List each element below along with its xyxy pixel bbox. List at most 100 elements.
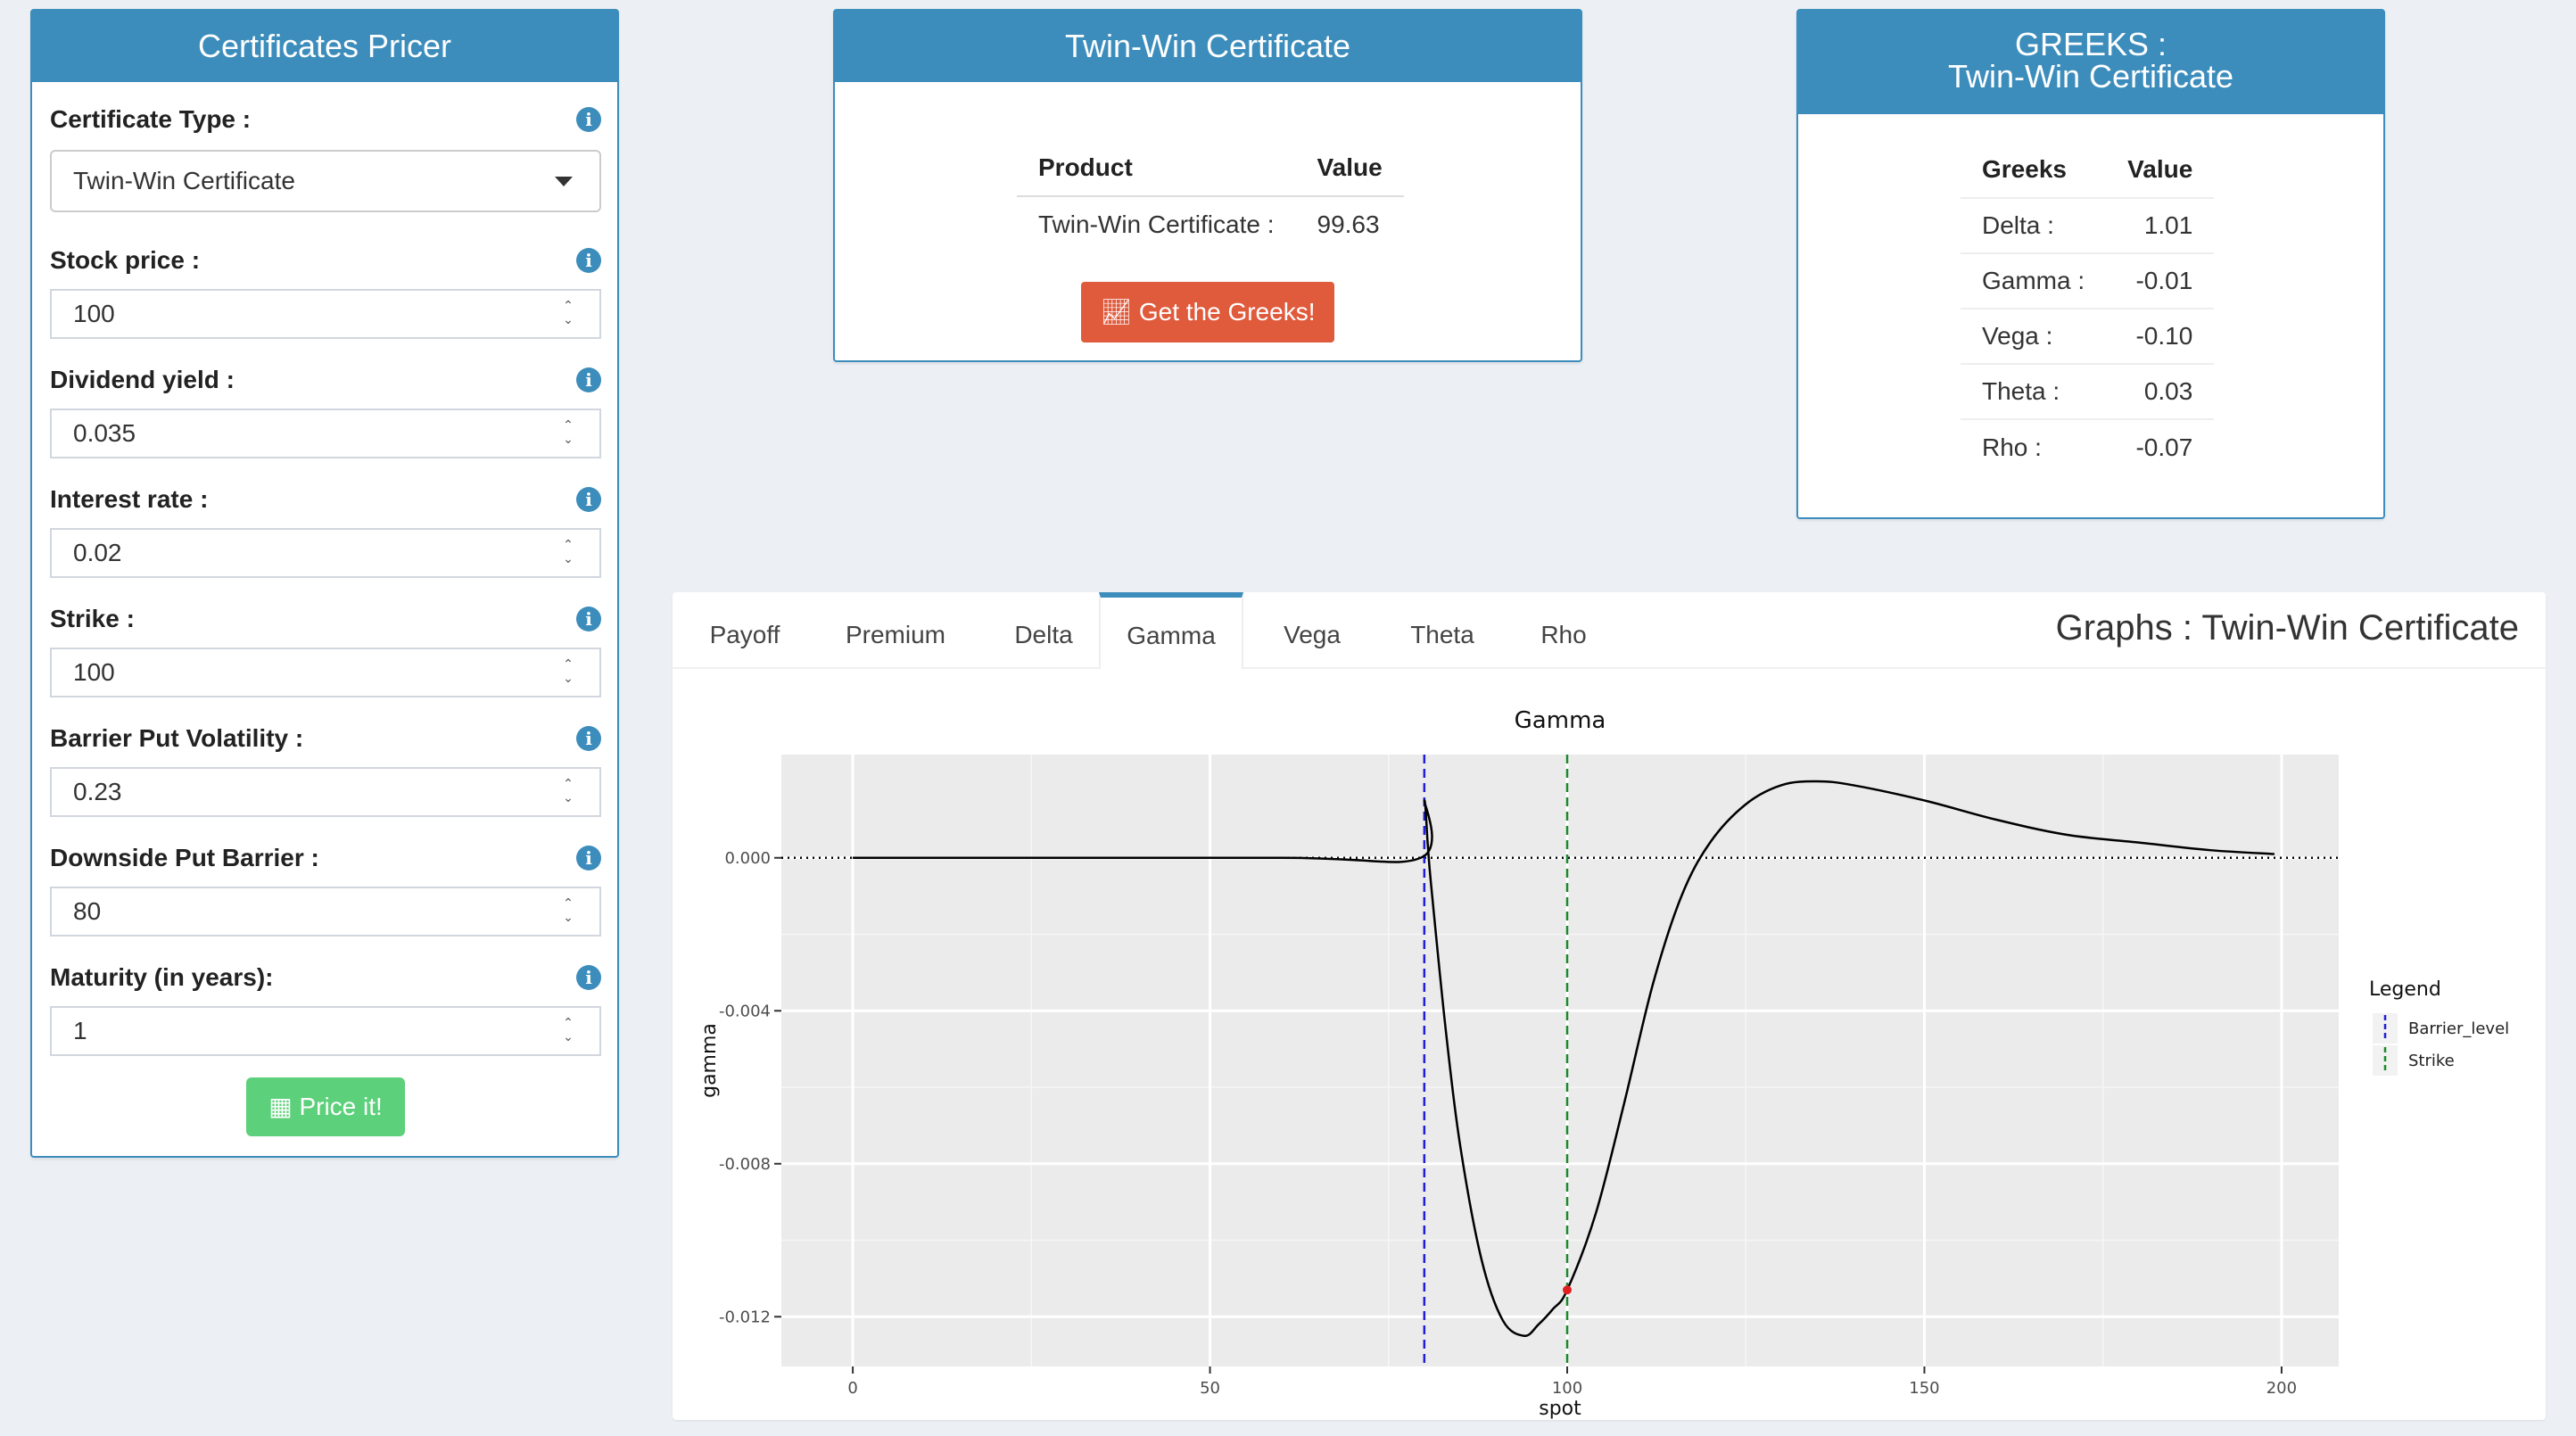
downside-put-barrier-label: Downside Put Barrier : <box>50 844 319 871</box>
calculator-icon: ▦ <box>268 1093 293 1120</box>
interest-rate-field: Interest rate : i 0.02 ⌃ ⌄ <box>50 483 601 578</box>
greek-name: Delta : <box>1961 197 2107 253</box>
info-icon[interactable]: i <box>576 726 601 751</box>
tab-theta[interactable]: Theta <box>1410 621 1474 648</box>
dividend-yield-input[interactable]: 0.035 ⌃ ⌄ <box>50 409 601 458</box>
x-tick-label: 200 <box>2266 1379 2297 1398</box>
y-tick-label: 0.000 <box>724 849 771 868</box>
y-axis-label: gamma <box>698 1023 721 1098</box>
interest-rate-value: 0.02 <box>73 539 122 566</box>
greeks-title: GREEKS : Twin-Win Certificate <box>1798 11 2383 114</box>
stock-price-field: Stock price : i 100 ⌃ ⌄ <box>50 244 601 339</box>
x-tick-label: 100 <box>1552 1379 1582 1398</box>
tab-premium[interactable]: Premium <box>845 621 945 648</box>
tab-delta[interactable]: Delta <box>1014 621 1073 648</box>
tab-rho[interactable]: Rho <box>1540 621 1587 648</box>
info-icon[interactable]: i <box>576 965 601 990</box>
product-name: Twin-Win Certificate : <box>1038 210 1275 238</box>
tab-gamma[interactable]: Gamma <box>1099 592 1243 669</box>
table-row: Gamma : -0.01 <box>1961 252 2215 309</box>
spinner-icon[interactable]: ⌃ ⌄ <box>563 298 574 326</box>
table-row: Rho : -0.07 <box>1961 418 2215 475</box>
spinner-icon[interactable]: ⌃ ⌄ <box>563 656 574 685</box>
strike-input[interactable]: 100 ⌃ ⌄ <box>50 648 601 697</box>
info-icon[interactable]: i <box>576 367 601 392</box>
barrier-put-volatility-value: 0.23 <box>73 778 122 805</box>
greek-value: -0.01 <box>2106 252 2215 309</box>
tab-payoff[interactable]: Payoff <box>709 621 780 648</box>
stock-price-label: Stock price : <box>50 246 201 274</box>
product-header: Product <box>1017 139 1296 197</box>
certificate-type-select[interactable]: Twin-Win Certificate <box>50 150 601 212</box>
greek-name: Rho : <box>1961 418 2107 475</box>
legend-entry: Barrier_level <box>2408 1019 2509 1038</box>
greek-name: Vega : <box>1961 308 2107 364</box>
barrier-put-volatility-label: Barrier Put Volatility : <box>50 724 304 752</box>
dividend-yield-label: Dividend yield : <box>50 366 235 393</box>
spinner-icon[interactable]: ⌃ ⌄ <box>563 417 574 446</box>
line-chart-icon: 📈︎ <box>1100 298 1133 326</box>
caret-down-icon <box>555 177 573 186</box>
table-row: Twin-Win Certificate : 99.63 <box>1017 196 1404 252</box>
greek-value: -0.07 <box>2106 418 2215 475</box>
greeks-title-line2: Twin-Win Certificate <box>1947 58 2234 95</box>
gamma-series-line <box>853 780 2275 1337</box>
get-greeks-label: Get the Greeks! <box>1138 298 1316 326</box>
chart-title: Gamma <box>1515 707 1606 734</box>
price-it-button[interactable]: ▦ Price it! <box>246 1077 405 1136</box>
legend-title: Legend <box>2369 978 2441 1001</box>
gamma-chart: 0 50 100 150 200 0.000 -0.004 -0.008 -0.012 Gamma… <box>698 707 2509 1420</box>
table-row: Vega : -0.10 <box>1961 308 2215 364</box>
x-tick-label: 50 <box>1200 1379 1220 1398</box>
greek-name: Gamma : <box>1961 252 2107 309</box>
downside-put-barrier-value: 80 <box>73 897 102 925</box>
greek-name: Theta : <box>1961 363 2107 419</box>
stock-price-value: 100 <box>73 300 115 327</box>
strike-value: 100 <box>73 658 115 686</box>
maturity-label: Maturity (in years): <box>50 963 274 991</box>
plot-background <box>781 755 2339 1366</box>
certificate-type-field: Certificate Type : i Twin-Win Certificat… <box>50 103 601 212</box>
current-spot-marker <box>1563 1285 1573 1295</box>
price-it-label: Price it! <box>299 1093 383 1120</box>
product-value: 99.63 <box>1317 210 1380 238</box>
greeks-panel: GREEKS : Twin-Win Certificate Greeks Val… <box>1796 9 2385 519</box>
downside-put-barrier-input[interactable]: 80 ⌃ ⌄ <box>50 887 601 937</box>
interest-rate-label: Interest rate : <box>50 485 209 513</box>
spinner-icon[interactable]: ⌃ ⌄ <box>563 537 574 565</box>
x-axis-label: spot <box>1539 1398 1581 1420</box>
info-icon[interactable]: i <box>576 248 601 273</box>
downside-put-barrier-field: Downside Put Barrier : i 80 ⌃ ⌄ <box>50 842 601 937</box>
product-value-panel: Twin-Win Certificate Product Value Twin-… <box>833 9 1582 362</box>
maturity-field: Maturity (in years): i 1 ⌃ ⌄ <box>50 961 601 1056</box>
y-tick-label: -0.012 <box>719 1308 771 1326</box>
certificate-type-label: Certificate Type : <box>50 105 252 133</box>
info-icon[interactable]: i <box>576 487 601 512</box>
table-row: Delta : 1.01 <box>1961 197 2215 253</box>
maturity-input[interactable]: 1 ⌃ ⌄ <box>50 1006 601 1056</box>
greeks-header: Greeks <box>1982 154 2067 183</box>
tab-vega[interactable]: Vega <box>1284 621 1341 648</box>
spinner-icon[interactable]: ⌃ ⌄ <box>563 895 574 924</box>
greek-value: 1.01 <box>2106 197 2215 253</box>
info-icon[interactable]: i <box>576 107 601 132</box>
spinner-icon[interactable]: ⌃ ⌄ <box>563 776 574 805</box>
spinner-icon[interactable]: ⌃ ⌄ <box>563 1015 574 1044</box>
graph-tabs: Payoff Premium Delta Gamma Vega Theta Rh… <box>673 592 2546 669</box>
graphs-title: Graphs : Twin-Win Certificate <box>2055 608 2519 648</box>
value-header: Value <box>1295 139 1404 197</box>
barrier-put-volatility-field: Barrier Put Volatility : i 0.23 ⌃ ⌄ <box>50 722 601 817</box>
strike-label: Strike : <box>50 605 135 632</box>
get-greeks-button[interactable]: 📈︎ Get the Greeks! <box>1081 282 1334 342</box>
interest-rate-input[interactable]: 0.02 ⌃ ⌄ <box>50 528 601 578</box>
greeks-table: Greeks Value Delta : 1.01 Gamma : -0.01 … <box>1961 141 2215 475</box>
dividend-yield-field: Dividend yield : i 0.035 ⌃ ⌄ <box>50 364 601 458</box>
barrier-put-volatility-input[interactable]: 0.23 ⌃ ⌄ <box>50 767 601 817</box>
x-tick-label: 0 <box>847 1379 857 1398</box>
pricer-title: Certificates Pricer <box>32 11 617 82</box>
y-tick-label: -0.008 <box>719 1155 771 1174</box>
certificate-type-value: Twin-Win Certificate <box>73 167 295 194</box>
stock-price-input[interactable]: 100 ⌃ ⌄ <box>50 289 601 339</box>
info-icon[interactable]: i <box>576 607 601 631</box>
info-icon[interactable]: i <box>576 846 601 871</box>
